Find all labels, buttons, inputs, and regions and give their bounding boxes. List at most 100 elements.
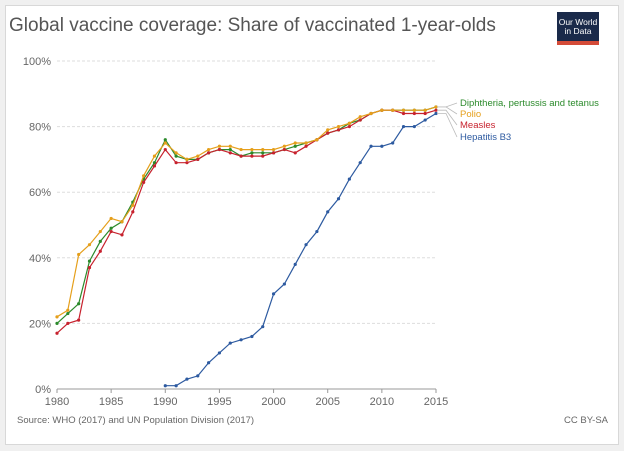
data-point-polio (380, 108, 384, 112)
series-line-measles (56, 109, 437, 334)
y-tick-label: 60% (29, 187, 51, 199)
data-point-hepb3 (293, 262, 297, 266)
x-tick-label: 2000 (261, 396, 285, 408)
data-point-dtp (87, 259, 92, 263)
data-point-polio (271, 147, 276, 152)
data-point-hepb3 (412, 125, 416, 129)
data-point-polio (336, 125, 341, 129)
data-point-polio (293, 141, 297, 145)
source-note: Source: WHO (2017) and UN Population Div… (17, 415, 255, 426)
legend-connector (437, 113, 458, 138)
data-point-hepb3 (217, 351, 222, 355)
chart-title: Global vaccine coverage: Share of vaccin… (9, 15, 496, 36)
data-point-dtp (66, 311, 70, 316)
data-point-polio (228, 144, 232, 148)
data-point-measles (347, 125, 351, 129)
data-point-polio (77, 252, 81, 257)
data-point-polio (207, 147, 211, 152)
data-point-dtp (228, 147, 232, 152)
y-tick-label: 0% (35, 384, 51, 396)
legend-label-dtp: Diphtheria, pertussis and tetanus (460, 98, 599, 109)
data-point-polio (347, 121, 351, 125)
data-point-hepb3 (401, 125, 406, 129)
data-point-measles (163, 147, 167, 152)
data-point-polio (423, 108, 427, 112)
data-point-polio (120, 220, 124, 224)
y-tick-label: 40% (29, 253, 51, 265)
data-point-polio (315, 138, 319, 142)
data-point-polio (55, 315, 59, 319)
data-point-polio (358, 115, 362, 119)
data-point-measles (152, 164, 157, 168)
x-tick-label: 2015 (424, 396, 448, 408)
data-point-hepb3 (282, 282, 286, 286)
legend-connector (437, 102, 458, 108)
series-line-polio (56, 106, 437, 318)
data-point-hepb3 (250, 334, 254, 339)
data-point-dtp (174, 154, 178, 158)
data-point-hepb3 (369, 144, 373, 148)
legend-connector (437, 106, 458, 115)
data-point-polio (66, 308, 70, 312)
data-point-measles (326, 131, 330, 135)
data-point-measles (66, 321, 70, 325)
data-point-measles (120, 233, 124, 237)
x-tick-label: 1985 (99, 396, 123, 408)
y-tick-label: 80% (29, 122, 51, 134)
data-point-hepb3 (163, 384, 167, 388)
data-point-dtp (293, 144, 297, 148)
data-point-measles (423, 111, 427, 116)
data-point-dtp (250, 151, 254, 155)
data-point-hepb3 (304, 243, 308, 247)
data-point-measles (174, 161, 178, 165)
data-point-hepb3 (239, 338, 243, 342)
chart-card (5, 5, 619, 445)
data-point-hepb3 (423, 118, 427, 122)
data-point-polio (391, 108, 395, 112)
data-point-measles (87, 266, 92, 270)
data-point-polio (109, 216, 113, 221)
data-point-polio (261, 147, 265, 152)
data-point-measles (239, 154, 243, 158)
data-point-measles (109, 229, 113, 234)
x-tick-label: 1980 (45, 396, 69, 408)
data-point-polio (326, 128, 330, 132)
data-point-measles (434, 108, 438, 112)
data-point-polio (239, 147, 243, 152)
owid-logo[interactable]: Our World in Data (557, 12, 599, 45)
data-point-hepb3 (391, 141, 395, 145)
data-point-measles (250, 154, 254, 158)
series-line-dtp (56, 106, 437, 324)
data-point-polio (412, 108, 416, 112)
data-point-hepb3 (261, 325, 265, 329)
data-point-polio (152, 154, 157, 158)
data-point-measles (142, 180, 146, 184)
x-tick-label: 1990 (153, 396, 177, 408)
data-point-measles (98, 249, 102, 253)
license-link[interactable]: CC BY-SA (564, 415, 608, 426)
data-point-dtp (152, 161, 157, 165)
data-point-hepb3 (185, 377, 189, 381)
data-point-hepb3 (336, 197, 341, 201)
data-point-dtp (261, 151, 265, 155)
logo-line-2: in Data (564, 26, 592, 36)
series-line-hepb3 (165, 112, 437, 387)
data-point-hepb3 (315, 229, 319, 234)
data-point-polio (196, 154, 200, 158)
legend-connector (437, 109, 458, 126)
data-point-hepb3 (434, 111, 438, 116)
data-point-measles (131, 210, 135, 214)
data-point-dtp (163, 138, 167, 142)
data-point-hepb3 (228, 341, 232, 345)
data-point-measles (293, 151, 297, 155)
data-point-hepb3 (271, 292, 276, 296)
data-point-measles (55, 331, 59, 335)
data-point-polio (174, 151, 178, 155)
data-point-measles (196, 157, 200, 161)
data-point-polio (87, 243, 92, 247)
data-point-polio (369, 111, 373, 116)
data-point-dtp (77, 302, 81, 306)
data-point-polio (217, 144, 222, 148)
data-point-measles (401, 111, 406, 116)
